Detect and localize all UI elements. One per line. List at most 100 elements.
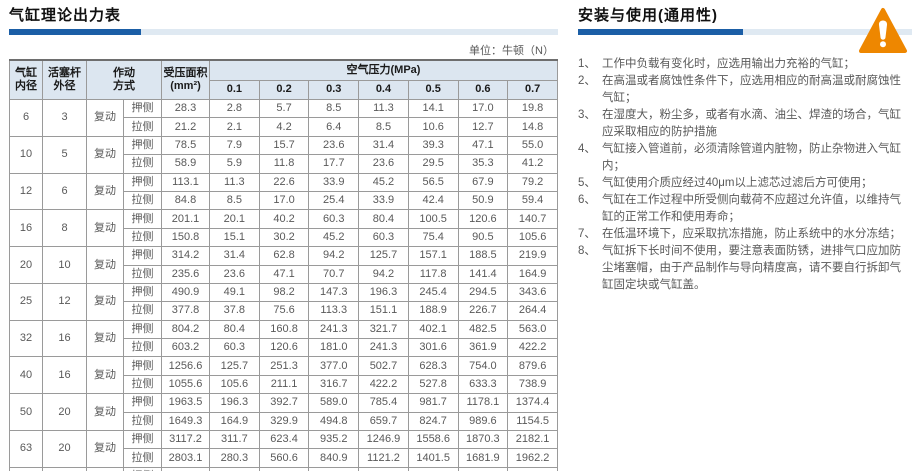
- area-cell: 1256.6: [161, 356, 210, 376]
- action-cell: 复动: [86, 393, 124, 432]
- force-cell: 98.2: [258, 282, 310, 303]
- note-item: 2、 在高温或者腐蚀性条件下，应选用相应的耐高温或耐腐蚀性气缸；: [578, 73, 912, 107]
- side-cell: 拉侧: [123, 301, 162, 321]
- rod-cell: 5: [42, 135, 87, 174]
- force-cell: 840.9: [308, 448, 360, 468]
- force-cell: 8.5: [209, 190, 260, 211]
- side-cell: 拉侧: [123, 411, 162, 432]
- force-cell: 80.4: [209, 319, 260, 340]
- force-cell: 241.3: [308, 319, 360, 340]
- force-cell: 17.7: [308, 154, 360, 174]
- force-cell: 75.4: [407, 227, 459, 248]
- area-cell: 1963.5: [161, 393, 210, 413]
- side-cell: 拉侧: [123, 448, 162, 468]
- area-cell: 1649.3: [161, 411, 210, 432]
- rod-cell: 6: [42, 172, 87, 211]
- force-cell: 50.9: [457, 190, 509, 211]
- force-cell: 589.0: [308, 393, 360, 413]
- force-cell: 11.3: [358, 98, 409, 119]
- area-cell: 804.2: [161, 319, 210, 340]
- action-cell: 复动: [86, 319, 124, 358]
- table-row: 拉侧 377.8 37.8 75.6 113.3 151.1 188.9 226.7 264.4: [10, 301, 558, 321]
- side-cell: 押侧: [123, 135, 162, 156]
- table-row: 8025复动押侧5026.5502.71005.31508.02010.6251…: [9, 466, 558, 471]
- note-number: 8、: [578, 245, 596, 257]
- force-cell: 211.1: [258, 374, 310, 395]
- note-number: 1、: [578, 58, 596, 70]
- force-cell: 157.1: [407, 246, 459, 266]
- force-cell: 188.9: [407, 301, 459, 321]
- force-cell: 633.3: [457, 374, 509, 395]
- force-cell: 45.2: [358, 172, 409, 192]
- force-cell: 23.6: [358, 154, 409, 174]
- force-cell: 301.6: [407, 338, 459, 358]
- unit-label: 单位：牛顿（N）: [469, 45, 554, 57]
- force-cell: 125.7: [209, 356, 260, 376]
- force-cell: 5.9: [209, 154, 260, 174]
- force-cell: 482.5: [457, 319, 509, 340]
- force-cell: 1870.3: [457, 430, 509, 450]
- force-cell: 120.6: [258, 338, 310, 358]
- force-cell: 60.3: [209, 338, 260, 358]
- force-table-body: 6 3 复动 押侧 28.3 2.8 5.7 8.5 11.3 14.1 17.0 19.8 拉侧 21.…: [9, 98, 558, 471]
- note-number: 5、: [578, 177, 596, 189]
- force-cell: 55.0: [507, 135, 558, 156]
- force-cell: 264.4: [507, 301, 558, 321]
- note-text: 气缸使用介质应经过40μm以上滤芯过滤后方可使用；: [602, 177, 873, 189]
- action-cell: 复动: [86, 466, 124, 471]
- bore-cell: 63: [9, 430, 43, 468]
- note-item: 5、 气缸使用介质应经过40μm以上滤芯过滤后方可使用；: [578, 175, 912, 192]
- header-rod: 活塞杆 外径: [42, 59, 87, 100]
- force-cell: 361.9: [457, 338, 509, 358]
- force-cell: 1374.4: [507, 393, 558, 413]
- action-cell: 复动: [86, 246, 124, 284]
- rod-cell: 20: [42, 393, 87, 432]
- force-cell: 280.3: [209, 448, 260, 468]
- force-cell: 125.7: [358, 246, 409, 266]
- force-cell: 8.5: [358, 117, 409, 137]
- force-cell: 79.2: [507, 172, 558, 192]
- note-item: 7、 在低温环境下，应采取抗冻措施，防止系统中的水分冻结；: [578, 226, 912, 243]
- rod-cell: 12: [42, 282, 87, 321]
- force-cell: 10.6: [407, 117, 459, 137]
- force-table-section: 气缸理论出力表 单位：牛顿（N） 气缸 内径 活塞杆 外径: [9, 4, 558, 471]
- table-row: 25 12 复动 押侧 490.9 49.1 98.2 147.3 196.3 245.4 294.…: [9, 282, 558, 321]
- note-text: 气缸在工作过程中所受侧向载荷不应超过允许值，以维持气缸的正常工作和使用寿命；: [602, 194, 901, 223]
- force-cell: 70.7: [308, 264, 360, 284]
- force-cell: 17.0: [457, 98, 509, 119]
- force-cell: 196.3: [209, 393, 260, 413]
- force-cell: 311.7: [209, 430, 260, 450]
- side-cell: 拉侧: [123, 190, 162, 211]
- force-cell: 785.4: [358, 393, 409, 413]
- header-area: 受压面积 (mm²): [161, 59, 210, 100]
- bore-cell: 40: [9, 356, 43, 395]
- force-cell: 316.7: [308, 374, 360, 395]
- force-cell: 140.7: [507, 209, 558, 229]
- force-cell: 23.6: [209, 264, 260, 284]
- note-number: 4、: [578, 143, 596, 155]
- force-cell: 56.5: [407, 172, 459, 192]
- bore-cell: 50: [9, 393, 43, 432]
- note-item: 3、 在湿度大，粉尘多，或者有水滴、油尘、焊渣的场合，气缸应采取相应的防护措施: [578, 107, 912, 141]
- force-cell: 494.8: [308, 411, 360, 432]
- force-cell: 11.3: [209, 172, 260, 192]
- force-cell: 33.9: [308, 172, 360, 192]
- force-cell: 14.1: [407, 98, 459, 119]
- action-cell: 复动: [86, 430, 124, 468]
- force-cell: 47.1: [258, 264, 310, 284]
- force-cell: 188.5: [457, 246, 509, 266]
- force-cell: 20.1: [209, 209, 260, 229]
- side-cell: 押侧: [123, 98, 162, 119]
- area-cell: 490.9: [161, 282, 210, 303]
- table-row: 10 5 复动 押侧 78.5 7.9 15.7 23.6 31.4 39.3 47.1 55.0: [9, 135, 558, 174]
- force-cell: 2.1: [209, 117, 260, 137]
- title-bar-accent: [9, 29, 141, 35]
- note-number: 6、: [578, 194, 596, 206]
- action-cell: 复动: [86, 209, 124, 248]
- force-cell: 935.2: [308, 430, 360, 450]
- table-row: 16 8 复动 押侧 201.1 20.1 40.2 60.3 80.4 100.5 120.6 14…: [9, 209, 558, 248]
- force-cell: 1154.5: [507, 411, 558, 432]
- force-cell: 25.4: [308, 190, 360, 211]
- force-cell: 2.8: [209, 98, 260, 119]
